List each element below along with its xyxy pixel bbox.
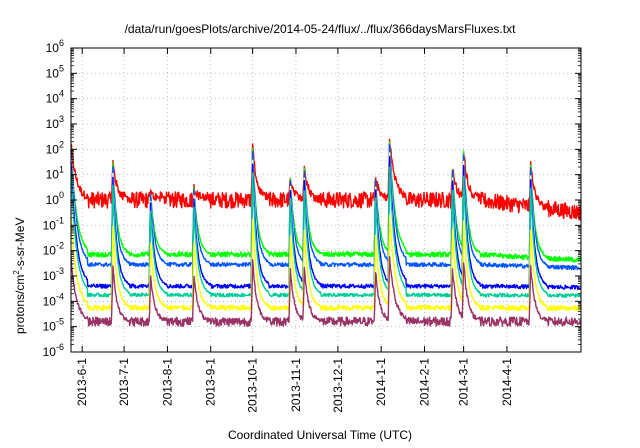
y-tick-label: 101 xyxy=(46,165,64,182)
chart-title: /data/run/goesPlots/archive/2014-05-24/f… xyxy=(124,22,516,36)
series-line xyxy=(70,152,582,279)
x-axis-label: Coordinated Universal Time (UTC) xyxy=(227,428,413,442)
y-tick-label: 10-5 xyxy=(43,317,64,334)
x-tick-label: 2014-4-1 xyxy=(500,358,514,406)
x-tick-label: 2013-6-1 xyxy=(75,358,89,406)
y-axis-ticks: 10-6 10-5 10-4 10-3 10-2 10-1 100 101 102 103 104 1… xyxy=(43,38,581,359)
x-tick-label: 2013-11-1 xyxy=(289,358,303,412)
series-line xyxy=(70,255,582,327)
x-tick-label: 2014-3-1 xyxy=(457,358,471,406)
series-lines xyxy=(70,138,582,327)
x-tick-label: 2014-1-1 xyxy=(374,358,388,406)
y-axis-label: protons/cm2-s-sr-MeV xyxy=(12,217,27,334)
x-tick-label: 2013-12-1 xyxy=(331,358,345,413)
y-tick-label: 105 xyxy=(46,63,64,80)
series-line xyxy=(70,214,582,312)
x-tick-label: 2013-10-1 xyxy=(246,358,260,413)
series-line xyxy=(70,138,582,221)
y-tick-label: 100 xyxy=(46,190,64,207)
y-tick-label: 106 xyxy=(46,38,64,55)
y-tick-label: 103 xyxy=(46,114,64,131)
x-tick-label: 2013-7-1 xyxy=(117,358,131,406)
series-line xyxy=(70,166,582,298)
y-tick-label: 10-6 xyxy=(43,342,64,359)
x-tick-label: 2014-2-1 xyxy=(418,358,432,406)
x-tick-label: 2013-9-1 xyxy=(204,358,218,406)
y-tick-label: 10-2 xyxy=(43,241,64,258)
y-tick-label: 10-3 xyxy=(43,266,64,283)
y-tick-label: 102 xyxy=(46,139,64,156)
x-axis-ticks: 2013-6-1 2013-7-1 2013-8-1 2013-9-1 2013-10-… xyxy=(75,48,514,413)
x-tick-label: 2013-8-1 xyxy=(160,358,174,406)
series-line xyxy=(70,155,582,291)
y-tick-label: 10-4 xyxy=(43,291,64,308)
y-tick-label: 104 xyxy=(46,89,64,106)
series-line xyxy=(70,143,582,271)
series-line xyxy=(70,141,582,263)
y-tick-label: 10-1 xyxy=(43,215,64,232)
